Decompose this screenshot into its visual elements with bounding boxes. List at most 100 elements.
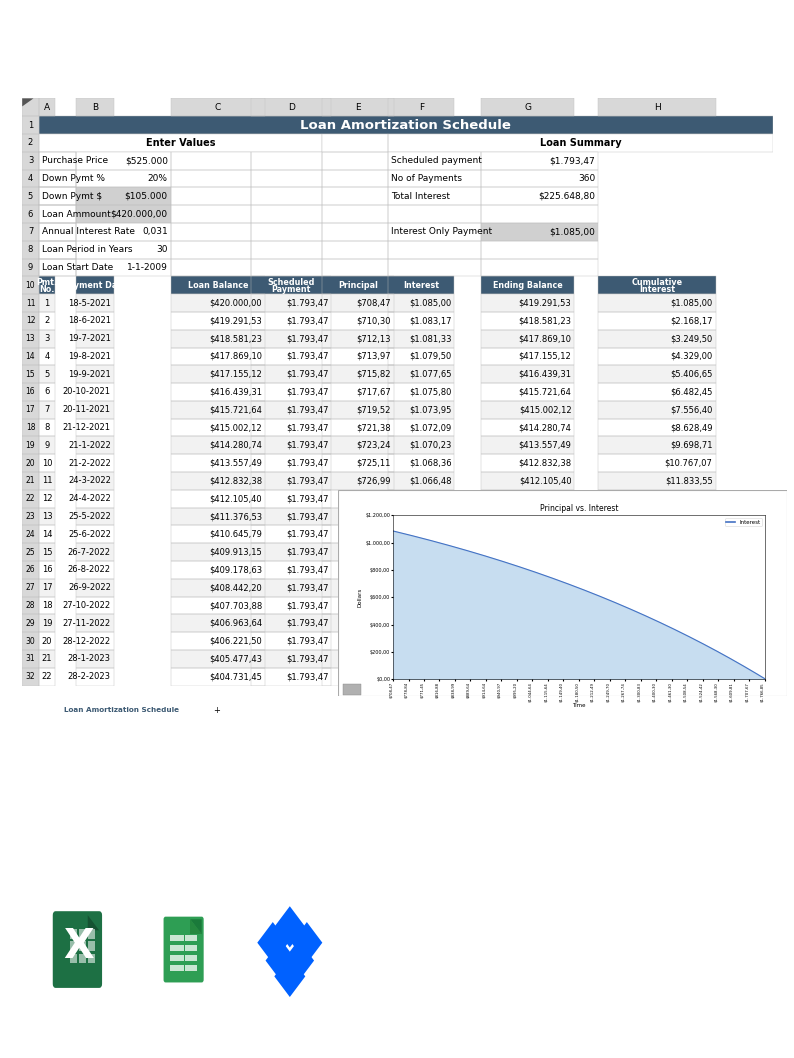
Bar <box>22 169 39 187</box>
Bar <box>322 98 394 116</box>
Bar <box>481 472 575 490</box>
Bar <box>171 597 265 615</box>
Bar <box>39 543 56 561</box>
Text: $1.058,94: $1.058,94 <box>409 548 452 557</box>
Bar <box>39 365 56 383</box>
Bar <box>481 650 575 668</box>
Bar <box>251 241 322 258</box>
Bar <box>322 365 394 383</box>
Text: $12.898,16: $12.898,16 <box>665 494 712 504</box>
Text: $7.556,40: $7.556,40 <box>670 405 712 415</box>
Bar <box>251 615 331 633</box>
Bar <box>39 258 76 276</box>
Bar <box>388 490 454 508</box>
Bar <box>481 472 575 490</box>
Text: Payment: Payment <box>272 285 311 294</box>
Bar <box>171 205 251 223</box>
Text: 1: 1 <box>44 298 49 308</box>
Bar <box>388 223 481 241</box>
Bar <box>599 276 715 294</box>
Bar <box>251 579 331 597</box>
Bar <box>76 508 114 526</box>
Bar <box>388 490 454 508</box>
Text: $1.075,80: $1.075,80 <box>409 387 452 397</box>
Text: 10: 10 <box>42 459 52 468</box>
Bar <box>76 615 114 633</box>
Bar <box>599 419 715 437</box>
Text: $1.083,17: $1.083,17 <box>409 316 452 325</box>
Bar <box>388 383 454 401</box>
Bar <box>39 241 76 258</box>
Text: $415.721,64: $415.721,64 <box>518 387 572 397</box>
Text: $405.477,43: $405.477,43 <box>518 637 572 645</box>
Bar <box>22 615 39 633</box>
Bar <box>599 419 715 437</box>
Bar <box>22 223 39 241</box>
Text: $20.297,40: $20.297,40 <box>665 619 712 627</box>
Bar <box>388 241 481 258</box>
Bar <box>599 490 715 508</box>
Bar <box>39 205 76 223</box>
Text: Loan Balance: Loan Balance <box>188 280 249 290</box>
Text: $5.406,65: $5.406,65 <box>670 369 712 379</box>
Bar <box>171 650 265 668</box>
Text: 4: 4 <box>28 174 33 183</box>
Bar <box>322 98 394 116</box>
Bar <box>481 401 575 419</box>
Bar <box>388 169 481 187</box>
Text: 16: 16 <box>41 565 52 574</box>
Bar <box>599 490 715 508</box>
Text: 19-9-2021: 19-9-2021 <box>68 369 111 379</box>
Bar <box>22 526 39 543</box>
Bar <box>599 365 715 383</box>
Bar <box>22 454 39 472</box>
Text: $225.648,80: $225.648,80 <box>538 191 596 201</box>
Bar <box>22 668 39 686</box>
Text: $719,52: $719,52 <box>357 405 391 415</box>
Bar <box>322 134 388 151</box>
Bar <box>39 187 76 205</box>
Text: $408.442,20: $408.442,20 <box>210 583 262 592</box>
Bar <box>388 258 481 276</box>
Text: 2: 2 <box>28 139 33 147</box>
Bar <box>76 650 114 668</box>
Bar <box>76 205 171 223</box>
Text: $417.155,12: $417.155,12 <box>518 352 572 361</box>
Bar <box>481 579 575 597</box>
Bar <box>599 98 715 116</box>
Bar <box>76 401 114 419</box>
Bar <box>39 543 56 561</box>
Bar <box>171 169 251 187</box>
Text: 22: 22 <box>25 494 35 504</box>
Bar <box>599 347 715 365</box>
Bar <box>76 383 114 401</box>
Bar <box>171 543 265 561</box>
Bar <box>322 615 394 633</box>
Bar <box>481 258 599 276</box>
Bar <box>171 151 251 169</box>
Text: Purchase Price: Purchase Price <box>42 157 108 165</box>
Bar <box>388 383 454 401</box>
Bar <box>599 454 715 472</box>
Text: 25-5-2022: 25-5-2022 <box>68 512 111 521</box>
Bar <box>171 490 265 508</box>
Bar <box>481 615 575 633</box>
Bar <box>39 223 76 241</box>
Bar <box>76 223 171 241</box>
Bar <box>251 597 331 615</box>
Bar <box>171 543 265 561</box>
Text: $728,86: $728,86 <box>356 494 391 504</box>
Bar <box>22 258 39 276</box>
Bar <box>599 668 715 686</box>
Text: 18: 18 <box>41 601 52 610</box>
Bar <box>76 365 114 383</box>
Bar <box>388 151 481 169</box>
Bar <box>22 401 39 419</box>
Text: $21.346,81: $21.346,81 <box>665 637 712 645</box>
Text: Loan Ammount: Loan Ammount <box>42 209 110 219</box>
Text: 27: 27 <box>25 583 35 592</box>
Bar <box>22 508 39 526</box>
Text: 8: 8 <box>28 245 33 254</box>
Bar <box>39 419 56 437</box>
Text: $1.793,47: $1.793,47 <box>286 672 329 681</box>
